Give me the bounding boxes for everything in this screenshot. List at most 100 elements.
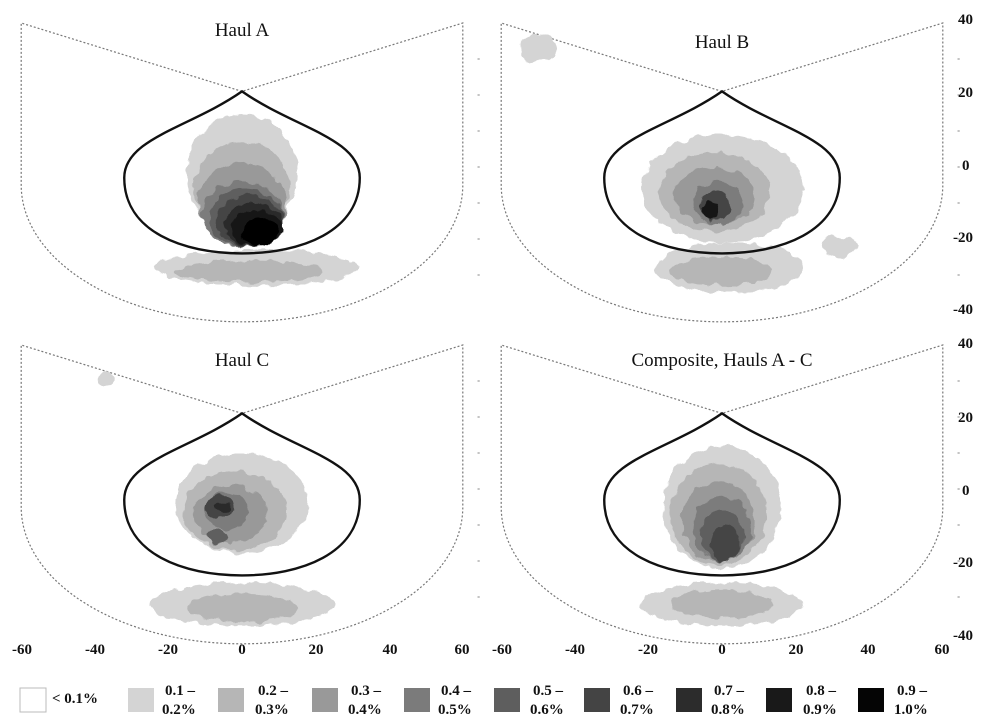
density-blob — [701, 201, 721, 220]
legend-label: 0.5 – — [533, 683, 564, 699]
x-tick-label: 60 — [455, 642, 470, 658]
density-blob — [821, 235, 859, 257]
x-tick-label: -40 — [565, 642, 585, 658]
x-tick-label: -20 — [158, 642, 178, 658]
density-blob — [242, 217, 279, 247]
legend-item: 0.4 – 0.5% — [404, 683, 472, 718]
sonar-beam-outline — [20, 22, 464, 323]
panel-title: Haul B — [695, 32, 749, 53]
legend-swatch — [218, 688, 244, 712]
sonar-beam-outline — [500, 22, 944, 323]
density-blob — [205, 528, 228, 543]
legend-swatch — [494, 688, 520, 712]
density-layer — [98, 370, 334, 626]
x-tick-label: 20 — [789, 642, 804, 658]
x-tick-label: 20 — [309, 642, 324, 658]
legend-item: 0.2 – 0.3% — [218, 683, 289, 718]
legend-swatch — [19, 687, 47, 713]
legend-swatch — [676, 688, 702, 712]
legend-label: 0.7% — [620, 702, 654, 718]
density-blob — [98, 370, 114, 385]
x-tick-label: 40 — [383, 642, 398, 658]
panel-title: Haul A — [215, 20, 270, 41]
x-tick-label: -60 — [492, 642, 512, 658]
legend-swatch — [312, 688, 338, 712]
y-tick-label: 40 — [958, 12, 973, 28]
legend-label: 0.5% — [438, 702, 472, 718]
legend-swatch — [404, 688, 430, 712]
y-tick-label: -40 — [953, 628, 973, 644]
y-tick-label: 0 — [962, 483, 970, 499]
x-axis-left: -60 -40 -20 0 20 40 60 — [12, 642, 470, 658]
y-tick-label: 40 — [958, 336, 973, 352]
legend-label: 0.7 – — [714, 683, 745, 699]
legend-label: 0.1 – — [165, 683, 196, 699]
panel-title: Composite, Hauls A - C — [631, 350, 812, 371]
y-axis-top: 40 20 0 -20 -40 — [953, 12, 973, 318]
legend-label: 0.6 – — [623, 683, 654, 699]
panel-haul-a: Haul A — [20, 20, 480, 323]
legend-item: 0.9 – 1.0% — [858, 683, 928, 718]
density-blob — [216, 501, 231, 513]
density-blob — [186, 593, 298, 623]
y-tick-label: -40 — [953, 302, 973, 318]
y-tick-label: 0 — [962, 158, 970, 174]
y-axis-bottom: 40 20 0 -20 -40 — [953, 336, 973, 644]
trawl-net-outline — [603, 89, 841, 255]
x-tick-label: 0 — [238, 642, 246, 658]
x-axis-right: -60 -40 -20 0 20 40 60 — [492, 642, 950, 658]
legend-item: 0.3 – 0.4% — [312, 683, 382, 718]
legend-item: 0.8 – 0.9% — [766, 683, 837, 718]
legend-label: 0.2% — [162, 702, 196, 718]
sonar-beam-outline — [20, 344, 464, 645]
legend-label: 0.9 – — [897, 683, 928, 699]
legend-label: < 0.1% — [52, 691, 98, 707]
legend-item: < 0.1% — [19, 687, 98, 713]
sonar-beam-outline — [500, 344, 944, 645]
x-tick-label: 60 — [935, 642, 950, 658]
x-tick-label: -40 — [85, 642, 105, 658]
density-layer — [641, 445, 803, 626]
density-blob — [710, 525, 741, 561]
x-tick-label: -60 — [12, 642, 32, 658]
y-tick-label: -20 — [953, 555, 973, 571]
density-blob — [175, 260, 323, 283]
legend-item: 0.7 – 0.8% — [676, 683, 745, 718]
trawl-net-outline — [123, 89, 361, 255]
legend: < 0.1% 0.1 – 0.2% 0.2 – 0.3% 0.3 – 0.4% … — [19, 683, 928, 718]
density-blob — [519, 33, 557, 63]
y-tick-label: 20 — [958, 85, 973, 101]
legend-label: 0.3% — [255, 702, 289, 718]
trawl-net-outline — [123, 411, 361, 577]
x-tick-label: 0 — [718, 642, 726, 658]
legend-swatch — [766, 688, 792, 712]
x-tick-label: 40 — [861, 642, 876, 658]
legend-label: 1.0% — [894, 702, 928, 718]
panel-composite: Composite, Hauls A - C — [500, 344, 960, 645]
legend-item: 0.5 – 0.6% — [494, 683, 564, 718]
legend-label: 0.6% — [530, 702, 564, 718]
trawl-net-outline — [603, 411, 841, 577]
legend-label: 0.4 – — [441, 683, 472, 699]
density-layer — [519, 33, 859, 293]
density-blob — [670, 257, 774, 286]
legend-label: 0.3 – — [351, 683, 382, 699]
y-tick-label: -20 — [953, 230, 973, 246]
panel-haul-c: Haul C — [20, 344, 480, 645]
legend-label: 0.9% — [803, 702, 837, 718]
panel-haul-b: Haul B — [500, 22, 960, 323]
legend-label: 0.8% — [711, 702, 745, 718]
legend-label: 0.4% — [348, 702, 382, 718]
legend-item: 0.1 – 0.2% — [128, 683, 196, 718]
density-layer — [153, 113, 360, 286]
x-tick-label: -20 — [638, 642, 658, 658]
legend-swatch — [128, 688, 154, 712]
legend-swatch — [584, 688, 610, 712]
y-tick-label: 20 — [958, 410, 973, 426]
legend-swatch — [858, 688, 884, 712]
legend-label: 0.2 – — [258, 683, 289, 699]
legend-label: 0.8 – — [806, 683, 837, 699]
density-blob — [670, 589, 774, 619]
legend-item: 0.6 – 0.7% — [584, 683, 654, 718]
